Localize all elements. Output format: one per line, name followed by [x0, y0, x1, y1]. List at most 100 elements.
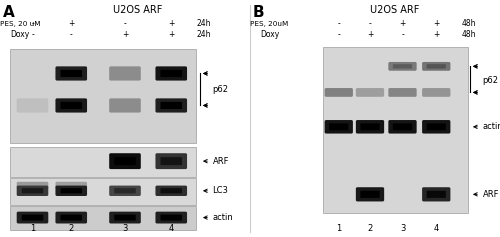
FancyBboxPatch shape [60, 70, 82, 77]
Text: A: A [2, 5, 14, 20]
Text: PES, 20uM: PES, 20uM [250, 21, 288, 27]
FancyBboxPatch shape [109, 186, 141, 196]
FancyBboxPatch shape [393, 123, 412, 130]
Text: 48h: 48h [462, 30, 476, 39]
FancyBboxPatch shape [114, 215, 136, 220]
Text: B: B [252, 5, 264, 20]
FancyBboxPatch shape [22, 215, 44, 220]
FancyBboxPatch shape [16, 186, 48, 196]
FancyBboxPatch shape [114, 157, 136, 165]
FancyBboxPatch shape [16, 98, 48, 113]
Text: 24h: 24h [196, 30, 211, 39]
Text: -: - [31, 19, 34, 28]
FancyBboxPatch shape [160, 102, 182, 109]
Text: 4: 4 [168, 224, 174, 233]
Text: -: - [31, 30, 34, 39]
Text: U2OS ARF: U2OS ARF [370, 5, 420, 15]
FancyBboxPatch shape [156, 153, 187, 169]
Text: 2: 2 [368, 224, 372, 233]
FancyBboxPatch shape [422, 187, 450, 201]
FancyBboxPatch shape [109, 212, 141, 223]
Text: +: + [122, 30, 128, 39]
FancyBboxPatch shape [356, 187, 384, 201]
Text: -: - [70, 30, 72, 39]
FancyBboxPatch shape [109, 153, 141, 169]
Text: +: + [168, 30, 174, 39]
FancyBboxPatch shape [360, 123, 380, 130]
FancyBboxPatch shape [16, 212, 48, 223]
Text: LC3: LC3 [212, 186, 228, 195]
Text: ARF: ARF [482, 190, 499, 199]
FancyBboxPatch shape [422, 120, 450, 134]
Text: +: + [433, 19, 440, 28]
Text: 3: 3 [400, 224, 405, 233]
Text: -: - [338, 30, 340, 39]
Text: 4: 4 [434, 224, 439, 233]
Bar [10, 206, 196, 230]
Text: PES, 20 uM: PES, 20 uM [0, 21, 41, 27]
FancyBboxPatch shape [160, 157, 182, 165]
FancyBboxPatch shape [60, 215, 82, 220]
Text: 1: 1 [336, 224, 342, 233]
Text: 2: 2 [68, 224, 74, 233]
Text: +: + [68, 19, 74, 28]
Text: 48h: 48h [462, 19, 476, 28]
Text: -: - [401, 30, 404, 39]
FancyBboxPatch shape [160, 188, 182, 193]
Text: Doxy: Doxy [10, 30, 29, 39]
FancyBboxPatch shape [156, 98, 187, 113]
Text: +: + [168, 19, 174, 28]
FancyBboxPatch shape [426, 191, 446, 198]
FancyBboxPatch shape [156, 66, 187, 81]
FancyBboxPatch shape [109, 66, 141, 81]
Text: Doxy: Doxy [260, 30, 279, 39]
Text: +: + [433, 30, 440, 39]
FancyBboxPatch shape [56, 66, 87, 81]
Text: p62: p62 [482, 76, 498, 85]
FancyBboxPatch shape [422, 62, 450, 71]
Text: actin: actin [482, 122, 500, 131]
FancyBboxPatch shape [426, 64, 446, 68]
FancyBboxPatch shape [422, 88, 450, 97]
Text: 3: 3 [122, 224, 128, 233]
FancyBboxPatch shape [360, 191, 380, 198]
Text: actin: actin [212, 213, 234, 222]
FancyBboxPatch shape [156, 212, 187, 223]
Bar [10, 147, 196, 177]
FancyBboxPatch shape [56, 186, 87, 196]
FancyBboxPatch shape [324, 88, 353, 97]
Text: -: - [338, 19, 340, 28]
Text: 1: 1 [30, 224, 35, 233]
FancyBboxPatch shape [156, 186, 187, 196]
Text: 24h: 24h [196, 19, 211, 28]
FancyBboxPatch shape [388, 62, 416, 71]
FancyBboxPatch shape [393, 64, 412, 68]
FancyBboxPatch shape [60, 188, 82, 193]
FancyBboxPatch shape [22, 188, 44, 193]
Text: -: - [124, 19, 126, 28]
FancyBboxPatch shape [324, 120, 353, 134]
FancyBboxPatch shape [356, 88, 384, 97]
FancyBboxPatch shape [160, 215, 182, 220]
FancyBboxPatch shape [60, 102, 82, 109]
Bar [10, 49, 196, 143]
FancyBboxPatch shape [56, 212, 87, 223]
Bar [10, 178, 196, 205]
Bar [322, 47, 468, 213]
Text: p62: p62 [212, 85, 228, 94]
FancyBboxPatch shape [329, 123, 348, 130]
FancyBboxPatch shape [114, 188, 136, 193]
Text: ARF: ARF [212, 157, 229, 166]
FancyBboxPatch shape [56, 182, 87, 189]
FancyBboxPatch shape [16, 182, 48, 189]
Text: +: + [367, 30, 373, 39]
FancyBboxPatch shape [388, 88, 416, 97]
FancyBboxPatch shape [356, 120, 384, 134]
Text: +: + [400, 19, 406, 28]
Text: -: - [368, 19, 372, 28]
FancyBboxPatch shape [388, 120, 416, 134]
FancyBboxPatch shape [109, 98, 141, 113]
FancyBboxPatch shape [426, 123, 446, 130]
FancyBboxPatch shape [56, 98, 87, 113]
FancyBboxPatch shape [160, 70, 182, 77]
